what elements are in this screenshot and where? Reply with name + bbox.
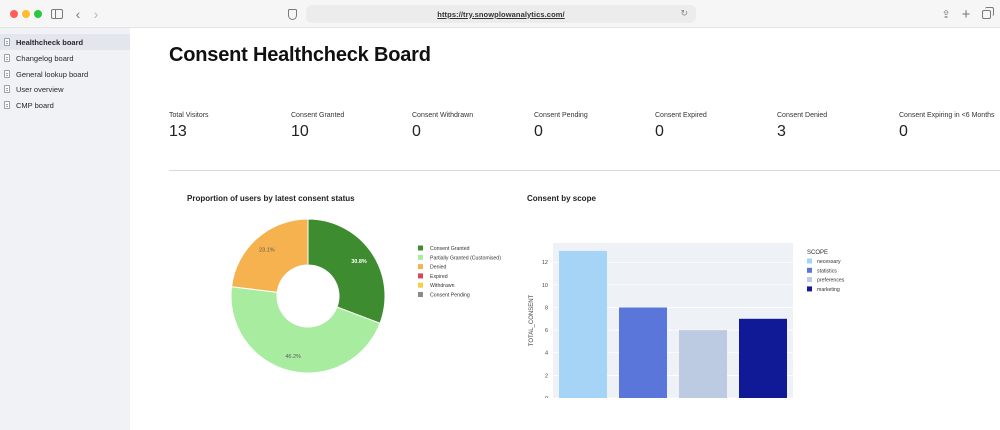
- consent-by-scope-bar-chart: 0 2 4 6 8 10 12 necessary statistics preferences m…: [529, 243, 845, 398]
- bar-preferences: [679, 330, 727, 398]
- pie-slice-consent-granted: [307, 218, 386, 324]
- legend-label: Expired: [430, 274, 448, 280]
- metric-label: Consent Granted: [291, 112, 345, 119]
- metric-label: Consent Pending: [534, 112, 588, 119]
- legend-swatch-consent-pending: [418, 292, 423, 297]
- legend-title: SCOPE: [807, 250, 828, 256]
- sidebar-item-label: Healthcheck board: [16, 37, 84, 47]
- legend-label: necessary: [817, 259, 841, 265]
- y-tick-label: 0: [545, 396, 548, 398]
- metric-consent-expiring: Consent Expiring in <6 Months 0: [899, 112, 1000, 141]
- main-content: Consent Healthcheck Board Total Visitors…: [130, 28, 1000, 430]
- sidebar-item-label: User overview: [16, 84, 64, 94]
- metric-consent-denied: Consent Denied 3: [777, 112, 897, 141]
- page-title: Consent Healthcheck Board: [169, 44, 431, 66]
- sidebar-item-general-lookup-board[interactable]: General lookup board: [0, 66, 130, 82]
- back-arrow-icon[interactable]: ‹: [75, 6, 81, 22]
- consent-status-donut-chart: 30.8% 46.2% 23.1% Consent Granted Partially …: [230, 218, 501, 374]
- legend-swatch-necessary: [807, 258, 812, 264]
- sidebar-item-changelog-board[interactable]: Changelog board: [0, 50, 130, 66]
- bar-marketing: [739, 318, 787, 398]
- sidebar-item-label: CMP board: [16, 100, 54, 110]
- reload-icon[interactable]: ↻: [680, 8, 688, 18]
- sidebar-toggle-icon[interactable]: [50, 6, 64, 22]
- sidebar-item-label: General lookup board: [16, 69, 89, 79]
- metric-value: 0: [412, 123, 421, 140]
- section-divider: [169, 170, 1000, 171]
- legend-swatch-statistics: [807, 267, 812, 273]
- legend-label: Consent Pending: [430, 293, 470, 299]
- metric-value: 10: [291, 123, 309, 140]
- sidebar: Healthcheck board Changelog board Genera…: [0, 28, 130, 430]
- bar-chart-title: Consent by scope: [527, 194, 596, 203]
- legend-swatch-withdrawn: [418, 282, 423, 288]
- pie-slice-partially-granted-customised: [230, 286, 381, 374]
- legend-swatch-partially-granted-customised: [418, 254, 423, 260]
- page-icon: [4, 70, 10, 78]
- minimize-window-button[interactable]: [22, 10, 30, 18]
- metric-label: Consent Withdrawn: [412, 112, 474, 119]
- legend-label: Denied: [430, 265, 447, 271]
- metric-value: 3: [777, 123, 786, 140]
- metric-value: 13: [169, 123, 187, 140]
- new-tab-icon[interactable]: +: [961, 5, 971, 23]
- address-url: https://try.snowplowanalytics.com/: [437, 9, 565, 19]
- share-icon[interactable]: ⇪: [941, 8, 951, 21]
- legend-swatch-denied: [418, 264, 423, 270]
- metric-consent-granted: Consent Granted 10: [291, 112, 411, 141]
- pie-slice-denied: [231, 218, 309, 293]
- metric-value: 0: [899, 123, 908, 140]
- legend-label: Withdrawn: [430, 283, 455, 289]
- y-tick-label: 8: [545, 305, 548, 311]
- metric-label: Total Visitors: [169, 112, 209, 119]
- zoom-window-button[interactable]: [34, 10, 42, 18]
- metric-consent-withdrawn: Consent Withdrawn 0: [412, 112, 532, 141]
- bar-necessary: [559, 250, 607, 398]
- y-tick-label: 4: [545, 351, 548, 357]
- legend-swatch-marketing: [807, 286, 812, 292]
- y-tick-label: 2: [545, 373, 548, 379]
- page-icon: [4, 54, 10, 62]
- browser-toolbar: ‹ › https://try.snowplowanalytics.com/ ↻…: [0, 0, 1000, 28]
- metric-consent-pending: Consent Pending 0: [534, 112, 654, 141]
- legend-swatch-expired: [418, 273, 423, 279]
- legend-swatch-consent-granted: [418, 245, 423, 251]
- sidebar-item-user-overview[interactable]: User overview: [0, 81, 130, 97]
- pie-slice-label: 46.2%: [285, 354, 301, 360]
- pie-slice-label: 30.8%: [351, 259, 367, 265]
- legend-label: Partially Granted (Customised): [430, 255, 501, 261]
- y-tick-label: 6: [545, 328, 548, 334]
- y-axis-label: TOTAL_CONSENT: [529, 294, 535, 346]
- metric-label: Consent Expiring in <6 Months: [899, 112, 995, 119]
- pie-slice-label: 23.1%: [259, 248, 275, 254]
- address-bar[interactable]: https://try.snowplowanalytics.com/ ↻: [306, 5, 696, 23]
- sidebar-item-cmp-board[interactable]: CMP board: [0, 97, 130, 113]
- tab-overview-icon[interactable]: [980, 6, 994, 22]
- metric-value: 0: [534, 123, 543, 140]
- pie-chart-title: Proportion of users by latest consent st…: [187, 194, 355, 203]
- page-icon: [4, 38, 10, 46]
- metric-total-visitors: Total Visitors 13: [169, 112, 289, 141]
- page-icon: [4, 85, 10, 93]
- legend-label: Consent Granted: [430, 246, 470, 252]
- privacy-shield-icon[interactable]: [286, 6, 298, 22]
- legend-swatch-preferences: [807, 277, 812, 283]
- legend-label: preferences: [817, 278, 845, 284]
- y-tick-label: 10: [542, 283, 548, 289]
- bar-statistics: [619, 307, 667, 398]
- sidebar-item-healthcheck-board[interactable]: Healthcheck board: [0, 34, 130, 50]
- close-window-button[interactable]: [10, 10, 18, 18]
- page-icon: [4, 101, 10, 109]
- metric-value: 0: [655, 123, 664, 140]
- forward-arrow-icon[interactable]: ›: [93, 6, 99, 22]
- metric-consent-expired: Consent Expired 0: [655, 112, 775, 141]
- metric-label: Consent Expired: [655, 112, 707, 119]
- legend-label: statistics: [817, 268, 837, 274]
- sidebar-item-label: Changelog board: [16, 53, 74, 63]
- metric-label: Consent Denied: [777, 112, 828, 119]
- y-tick-label: 12: [542, 260, 548, 266]
- legend-label: marketing: [817, 287, 840, 293]
